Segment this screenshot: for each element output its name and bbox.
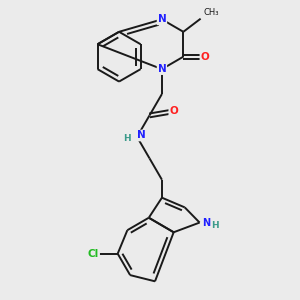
Text: O: O — [169, 106, 178, 116]
Text: Cl: Cl — [88, 249, 99, 259]
Text: H: H — [124, 134, 131, 143]
Text: N: N — [158, 14, 166, 24]
Text: CH₃: CH₃ — [203, 8, 219, 17]
Text: N: N — [137, 130, 146, 140]
Text: O: O — [200, 52, 209, 62]
Text: H: H — [211, 221, 219, 230]
Text: N: N — [202, 218, 211, 228]
Text: N: N — [158, 64, 166, 74]
